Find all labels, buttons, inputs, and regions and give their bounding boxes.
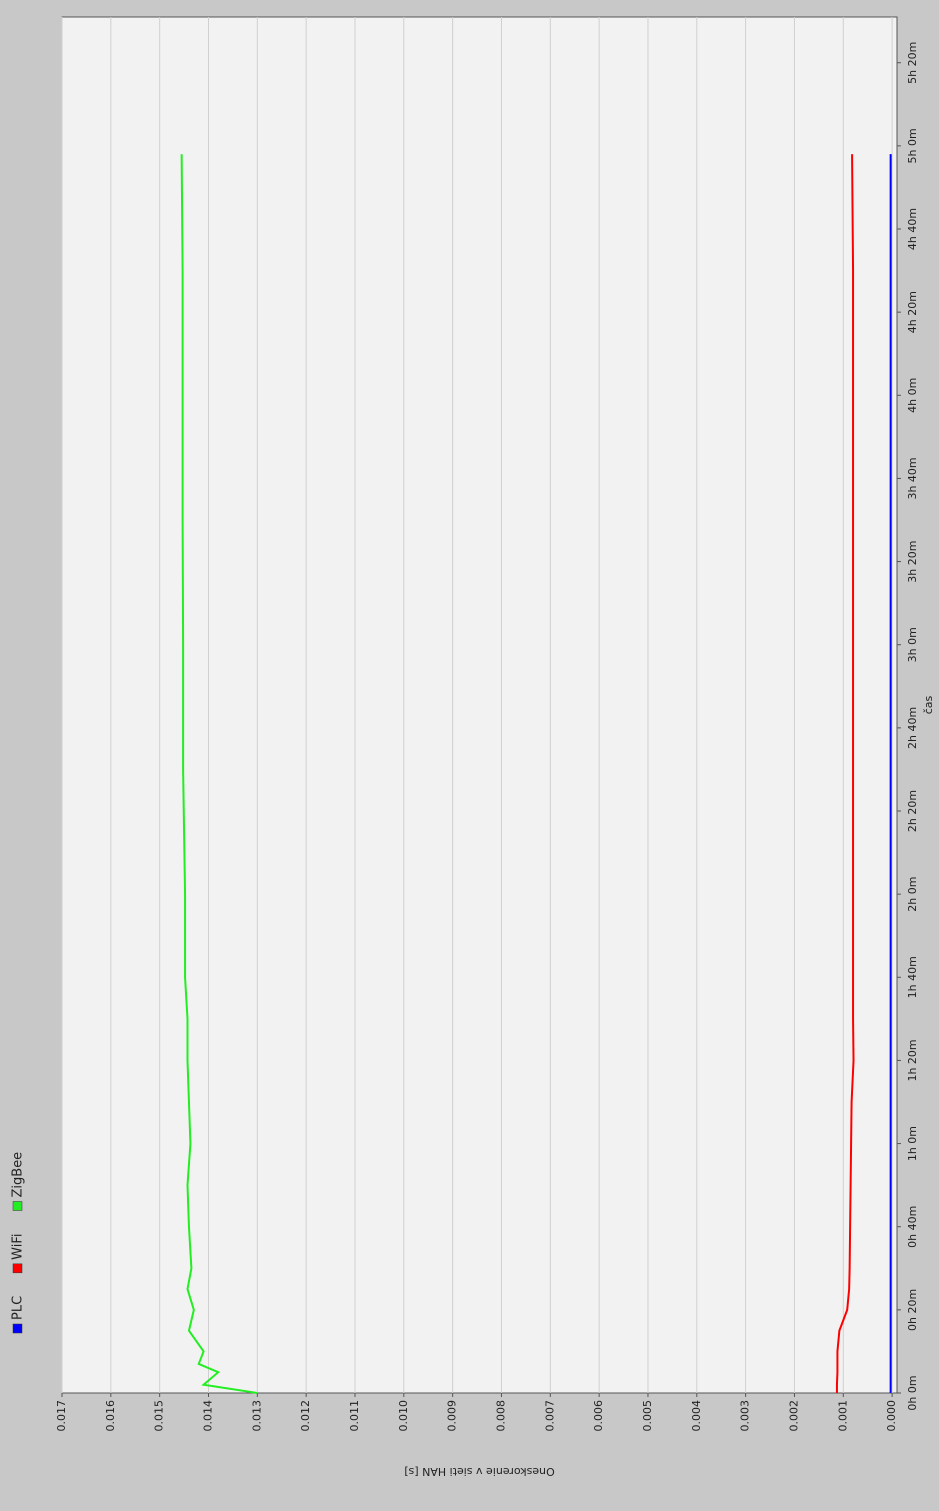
- y-tick-label: 0.015: [153, 1400, 166, 1432]
- x-tick-label: 3h 20m: [906, 540, 919, 582]
- legend-swatch: [12, 1201, 23, 1211]
- y-tick-label: 0.000: [885, 1400, 898, 1432]
- x-tick-label: 0h 40m: [906, 1206, 919, 1248]
- x-tick-label: 2h 20m: [906, 790, 919, 832]
- y-tick-label: 0.012: [299, 1400, 312, 1432]
- x-tick-label: 5h 20m: [906, 42, 919, 84]
- x-tick-label: 1h 40m: [906, 956, 919, 998]
- legend-label: ZigBee: [11, 1152, 26, 1198]
- x-tick-label: 3h 0m: [906, 627, 919, 662]
- x-axis-label: čas: [922, 695, 935, 714]
- y-tick-label: 0.011: [348, 1400, 361, 1432]
- y-tick-label: 0.008: [494, 1400, 507, 1432]
- x-tick-label: 1h 0m: [906, 1126, 919, 1161]
- y-tick-label: 0.005: [641, 1400, 654, 1432]
- series-line: [835, 154, 855, 1393]
- x-tick-label: 4h 20m: [906, 291, 919, 333]
- y-tick-label: 0.002: [787, 1400, 800, 1432]
- x-tick-label: 5h 0m: [906, 128, 919, 163]
- legend-swatch: [12, 1263, 23, 1274]
- legend-label: PLC: [11, 1296, 26, 1320]
- y-tick-label: 0.003: [739, 1400, 752, 1432]
- series-line: [180, 154, 258, 1394]
- rotated-chart: 0.000 0.001 0.002 0.003 0.004 0.005 0.006 0.007…: [11, 16, 935, 1478]
- x-tick-label: 3h 40m: [906, 457, 919, 499]
- y-tick-label: 0.006: [592, 1400, 605, 1432]
- legend-label: WiFi: [11, 1234, 26, 1260]
- x-tick-label: 0h 0m: [906, 1375, 919, 1410]
- y-axis-label: Oneskorenie v sieti HAN [s]: [404, 1465, 554, 1478]
- x-tick-label: 0h 20m: [906, 1289, 919, 1331]
- y-tick-label: 0.013: [250, 1400, 263, 1432]
- y-tick-label: 0.010: [397, 1400, 410, 1432]
- y-tick-label: 0.001: [836, 1400, 849, 1432]
- y-tick-label: 0.017: [55, 1400, 68, 1432]
- y-tick-label: 0.014: [201, 1400, 214, 1432]
- y-tick-label: 0.004: [690, 1400, 703, 1432]
- legend-swatch: [12, 1323, 23, 1334]
- y-tick-label: 0.016: [104, 1400, 117, 1432]
- y-tick-label: 0.009: [446, 1400, 459, 1432]
- x-tick-label: 4h 40m: [906, 208, 919, 250]
- x-tick-label: 1h 20m: [906, 1039, 919, 1081]
- x-tick-label: 4h 0m: [906, 378, 919, 413]
- y-tick-label: 0.007: [543, 1400, 556, 1432]
- x-tick-label: 2h 40m: [906, 707, 919, 749]
- x-tick-label: 2h 0m: [906, 877, 919, 912]
